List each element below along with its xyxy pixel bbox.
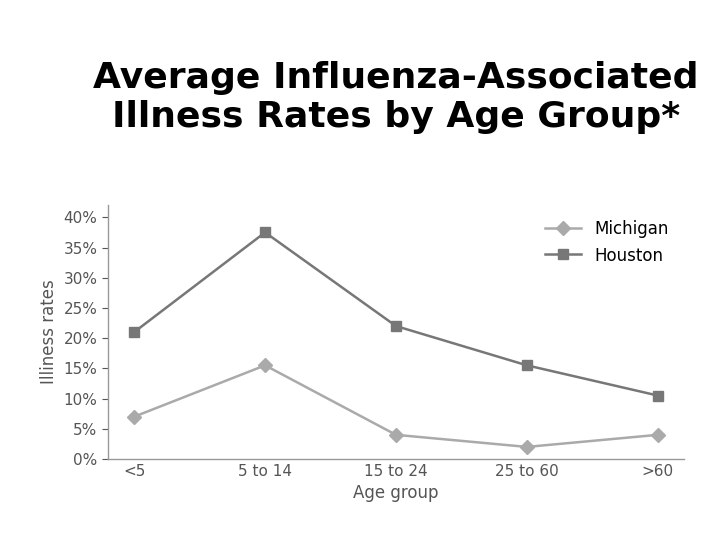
Houston <box>261 229 269 235</box>
Line: Houston: Houston <box>130 227 662 401</box>
Houston <box>130 329 138 335</box>
Michigan <box>392 431 400 438</box>
X-axis label: Age group: Age group <box>354 484 438 502</box>
Michigan <box>130 414 138 420</box>
Michigan <box>261 362 269 369</box>
Text: Average Influenza-Associated
Illness Rates by Age Group*: Average Influenza-Associated Illness Rat… <box>94 60 698 134</box>
Houston <box>523 362 531 369</box>
Legend: Michigan, Houston: Michigan, Houston <box>538 213 675 271</box>
Houston <box>654 392 662 399</box>
Michigan <box>654 431 662 438</box>
Y-axis label: Illiness rates: Illiness rates <box>40 280 58 384</box>
Line: Michigan: Michigan <box>130 361 662 452</box>
Houston <box>392 323 400 329</box>
Michigan <box>523 444 531 450</box>
